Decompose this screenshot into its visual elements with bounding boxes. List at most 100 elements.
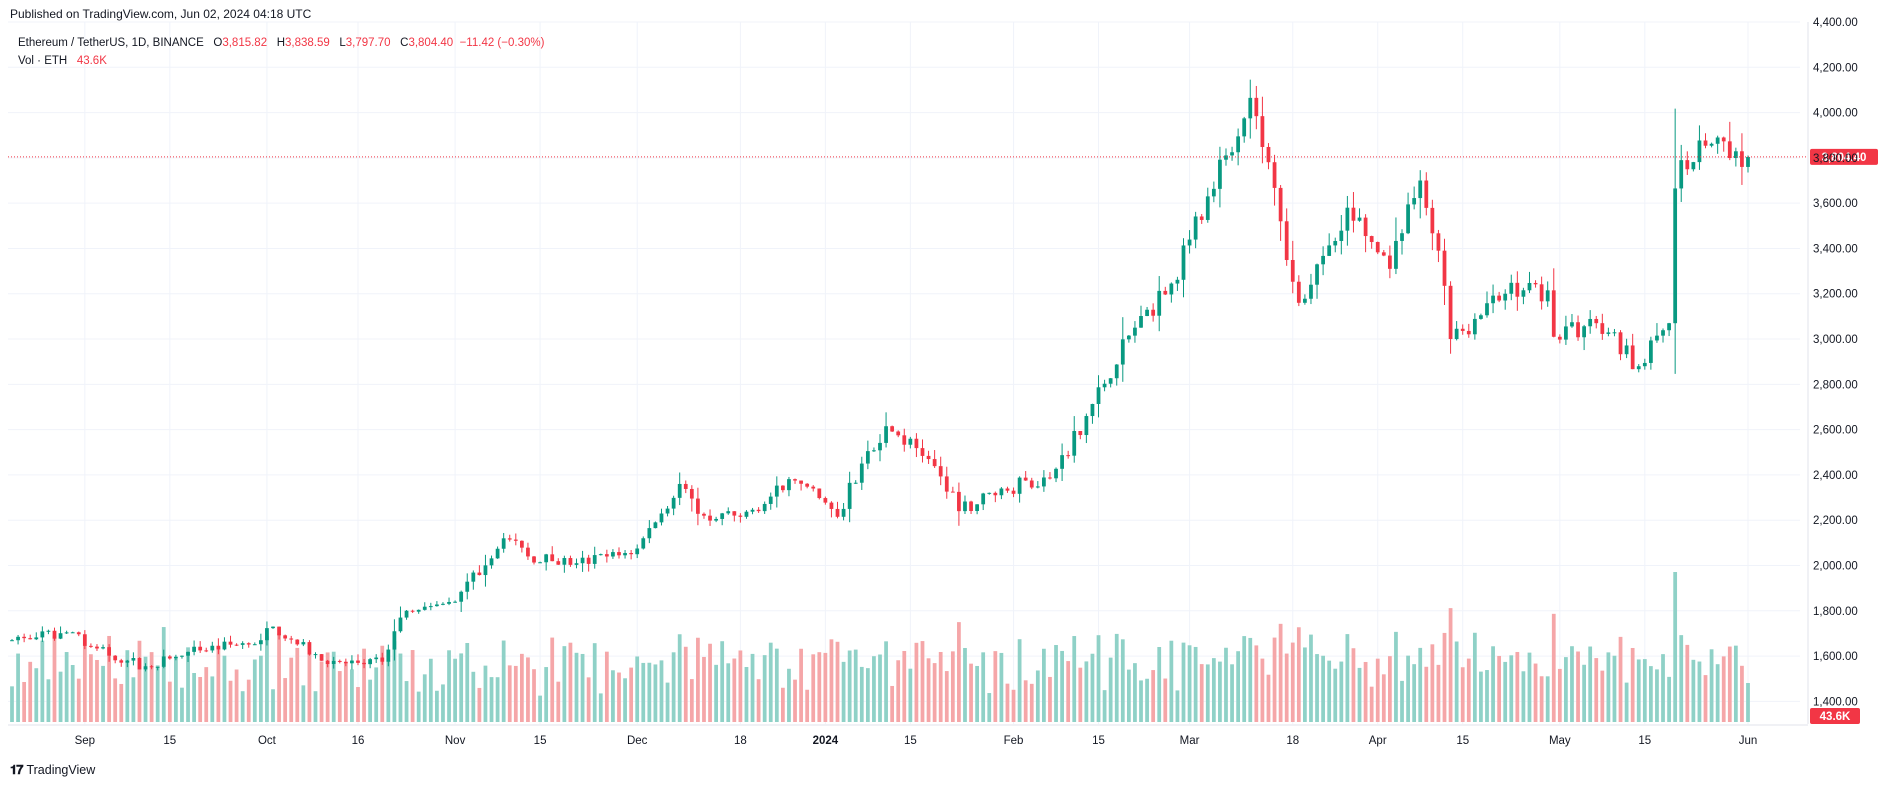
candle-body	[1691, 162, 1696, 170]
volume-bar	[40, 640, 45, 722]
candle-body	[1351, 207, 1356, 221]
volume-bar	[70, 665, 75, 722]
volume-bar	[1157, 647, 1162, 722]
footer-brand[interactable]: 𝟏𝟕 TradingView	[10, 762, 95, 778]
candle-body	[234, 644, 239, 646]
volume-bar	[1199, 664, 1204, 722]
candle-body	[1017, 477, 1022, 494]
volume-bar	[1224, 647, 1228, 722]
candle-body	[180, 655, 184, 657]
volume-bar	[944, 671, 949, 722]
volume-bar	[1697, 661, 1702, 722]
candle-body	[896, 431, 901, 436]
open-value: 3,815.82	[222, 37, 268, 49]
candle-body	[738, 515, 743, 517]
volume-bar	[1412, 664, 1417, 722]
volume-bar	[598, 693, 603, 722]
candle-body	[1315, 264, 1319, 285]
candle-body	[459, 591, 464, 602]
candle-body	[155, 666, 160, 668]
volume-bar	[1685, 644, 1690, 722]
last-price-tag	[1810, 148, 1878, 165]
candle-body	[720, 513, 725, 519]
volume-bar	[477, 687, 482, 722]
candle-body	[404, 610, 409, 618]
candle-body	[1539, 284, 1544, 302]
volume-bar	[398, 653, 403, 722]
candle-body	[787, 479, 791, 491]
candle-body	[920, 448, 925, 456]
candle-body	[890, 426, 895, 432]
volume-bar	[1145, 678, 1149, 722]
volume-bar	[1576, 651, 1580, 722]
volume-bar	[1296, 627, 1301, 722]
price-tick-label: 3,800.00	[1813, 153, 1858, 165]
volume-bar	[1369, 686, 1374, 722]
candle-body	[908, 438, 913, 445]
volume-bar	[1642, 659, 1647, 722]
candle-body	[313, 654, 318, 656]
candle-body	[999, 488, 1004, 496]
volume-bar	[246, 679, 251, 722]
candle-body	[641, 538, 646, 549]
volume-bar	[859, 666, 864, 722]
candle-body	[805, 483, 810, 487]
grid-lines	[8, 21, 1809, 726]
volume-bar	[1527, 652, 1532, 722]
volume-bar	[671, 652, 676, 722]
volume-bar	[544, 667, 549, 722]
candle-body	[216, 645, 221, 650]
candle-body	[526, 547, 530, 557]
candle-body	[1327, 245, 1332, 256]
candle-body	[550, 554, 555, 562]
candle-body	[1521, 290, 1526, 297]
candle-body	[1406, 204, 1410, 234]
candle-body	[1594, 318, 1599, 324]
candle-body	[1120, 339, 1125, 365]
candle-body	[368, 659, 373, 665]
candle-body	[993, 492, 998, 496]
volume-bar	[756, 679, 761, 722]
price-tick-label: 1,600.00	[1813, 651, 1858, 663]
volume-bar	[708, 643, 712, 722]
volume-bar	[428, 658, 433, 722]
candle-body	[1363, 217, 1368, 237]
candle-body	[1096, 387, 1101, 404]
volume-bar	[987, 693, 992, 722]
volume-bar	[1503, 661, 1508, 722]
candle-body	[671, 497, 676, 509]
volume-bar	[1424, 666, 1429, 722]
change-value: −11.42 (−0.30%)	[459, 37, 545, 49]
time-tick-label: 18	[734, 735, 747, 747]
volume-bar	[155, 665, 160, 722]
volume-bar	[1460, 667, 1465, 722]
candle-body	[1296, 281, 1301, 303]
volume-bar	[1721, 656, 1726, 722]
candle-body	[1345, 207, 1350, 231]
time-tick-label: Nov	[445, 735, 466, 747]
volume-bar	[1351, 648, 1356, 722]
candle-body	[343, 661, 348, 664]
candle-body	[149, 666, 154, 668]
candle-body	[623, 553, 627, 556]
volume-bar	[568, 642, 573, 722]
candle-body	[40, 631, 45, 638]
volume-bar	[1042, 648, 1046, 722]
volume-bar	[1230, 664, 1234, 722]
candle-body	[1175, 279, 1180, 284]
volume-bar	[586, 677, 591, 722]
candle-body	[295, 639, 300, 645]
price-tick-label: 2,600.00	[1813, 425, 1858, 437]
candle-body	[617, 552, 621, 556]
candle-body	[635, 548, 640, 555]
volume-bar	[853, 649, 858, 722]
candle-body	[289, 638, 294, 640]
candle-body	[829, 502, 834, 509]
candle-body	[1545, 290, 1550, 302]
candle-body	[677, 483, 682, 498]
time-tick-label: 2024	[813, 735, 839, 747]
candle-body	[1321, 255, 1325, 265]
candle-body	[107, 647, 112, 656]
volume-bar	[386, 660, 391, 722]
